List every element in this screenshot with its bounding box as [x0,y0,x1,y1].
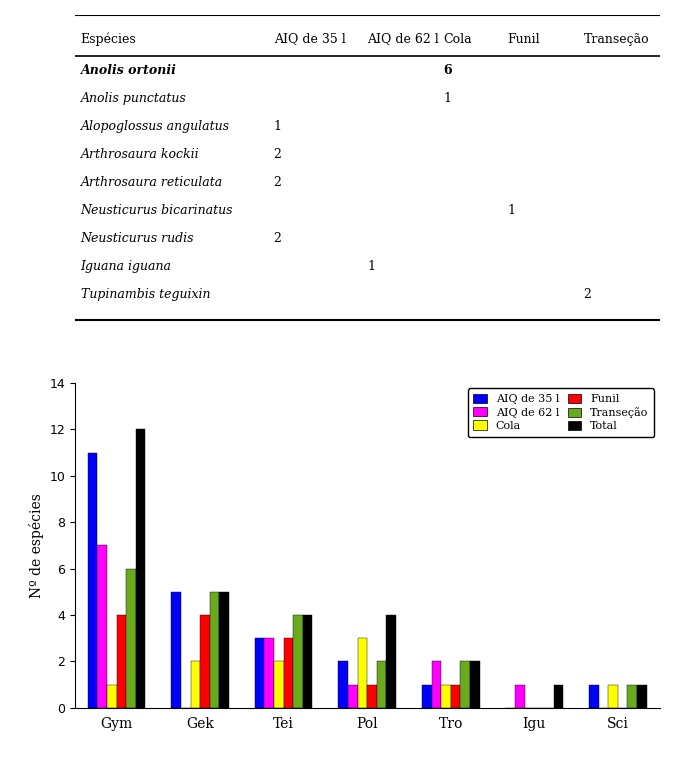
Bar [515,685,525,708]
Bar [460,661,470,708]
Text: 2: 2 [583,288,592,301]
Bar [470,661,479,708]
Text: 1: 1 [507,204,515,217]
Text: Alopoglossus angulatus: Alopoglossus angulatus [81,120,230,133]
Text: Anolis ortonii: Anolis ortonii [81,64,177,77]
Bar [126,568,136,708]
Text: Funil: Funil [507,33,540,46]
Bar [303,615,313,708]
Text: AIQ de 35 l: AIQ de 35 l [273,33,345,46]
Text: Neusticurus rudis: Neusticurus rudis [81,232,194,245]
Text: 1: 1 [273,120,282,133]
Bar [377,661,386,708]
Bar [265,638,274,708]
Bar [367,685,377,708]
Bar [88,453,97,708]
Bar [136,429,146,708]
Text: 2: 2 [273,232,282,245]
Bar [348,685,358,708]
Bar [293,615,303,708]
Text: 1: 1 [367,260,375,272]
Bar [637,685,647,708]
Bar [589,685,598,708]
Bar [116,615,126,708]
Text: Tupinambis teguixin: Tupinambis teguixin [81,288,210,301]
Bar [107,685,116,708]
Bar [190,661,200,708]
Bar [358,638,367,708]
Bar [200,615,209,708]
Text: 1: 1 [443,92,452,105]
Bar [171,592,181,708]
Text: Neusticurus bicarinatus: Neusticurus bicarinatus [81,204,233,217]
Bar [209,592,220,708]
Text: Anolis punctatus: Anolis punctatus [81,92,186,105]
Bar [97,546,107,708]
Bar [608,685,618,708]
Bar [628,685,637,708]
Text: Transeção: Transeção [583,33,649,46]
Text: 6: 6 [443,64,452,77]
Bar [220,592,229,708]
Bar [441,685,451,708]
Bar [255,638,265,708]
Bar [284,638,293,708]
Text: Cola: Cola [443,33,472,46]
Bar [386,615,396,708]
Bar [422,685,432,708]
Text: Arthrosaura kockii: Arthrosaura kockii [81,148,199,161]
Text: Iguana iguana: Iguana iguana [81,260,171,272]
Text: 2: 2 [273,176,282,189]
Bar [432,661,441,708]
Text: Espécies: Espécies [81,33,137,46]
Bar [451,685,460,708]
Legend: AIQ de 35 l, AIQ de 62 l, Cola, Funil, Transeção, Total: AIQ de 35 l, AIQ de 62 l, Cola, Funil, T… [468,388,654,437]
Bar [339,661,348,708]
Bar [274,661,284,708]
Y-axis label: Nº de espécies: Nº de espécies [29,493,44,597]
Text: 2: 2 [273,148,282,161]
Text: AIQ de 62 l: AIQ de 62 l [367,33,439,46]
Bar [554,685,563,708]
Text: Arthrosaura reticulata: Arthrosaura reticulata [81,176,223,189]
